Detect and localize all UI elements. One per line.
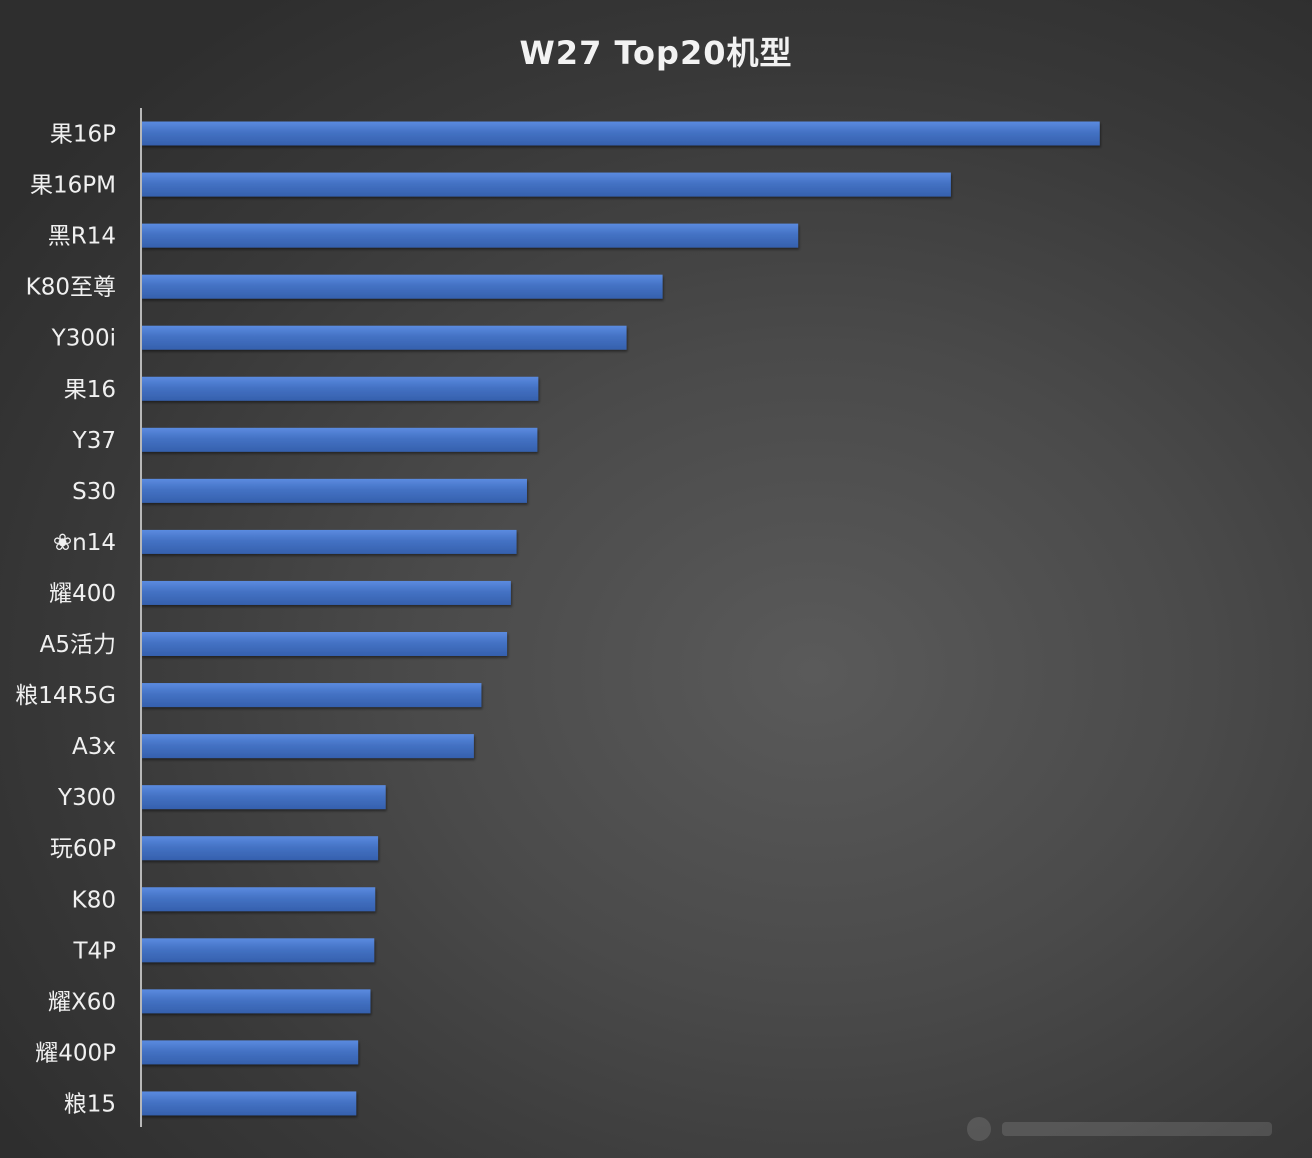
category-label: Y300 [57, 785, 116, 811]
category-label: K80 [72, 887, 116, 913]
category-label: K80至尊 [26, 275, 116, 301]
category-label: Y37 [72, 428, 116, 454]
category-label: ❀n14 [53, 530, 116, 556]
bar [141, 1091, 357, 1116]
category-label: S30 [72, 479, 116, 505]
category-label: A5活力 [40, 632, 116, 658]
bar [141, 1040, 359, 1065]
bars-layer [141, 121, 1100, 1116]
bar [141, 478, 527, 503]
bar [141, 887, 376, 912]
category-label: 耀X60 [48, 989, 116, 1015]
category-label: 玩60P [50, 836, 116, 862]
category-label: Y300i [51, 326, 116, 352]
bar [141, 836, 379, 861]
bar [141, 989, 371, 1014]
bar [141, 172, 951, 197]
category-labels: 果16P 果16PM 黑R14 K80至尊 Y300i 果16 Y37 S30 ❀n14 耀400… [15, 122, 116, 1118]
chart-title: W27 Top20机型 [519, 34, 793, 72]
bar [141, 223, 799, 248]
category-label: T4P [72, 938, 116, 964]
bar [141, 325, 627, 350]
watermark-logo [967, 1117, 1272, 1141]
bar [141, 580, 511, 605]
category-label: A3x [72, 734, 116, 760]
bar [141, 529, 517, 554]
category-label: 果16P [50, 122, 116, 148]
bar [141, 427, 538, 452]
category-label: 耀400P [35, 1040, 116, 1066]
bar [141, 274, 663, 299]
category-label: 果16 [64, 377, 116, 403]
bar [141, 121, 1100, 146]
bar [141, 683, 482, 708]
category-label: 粮14R5G [15, 683, 116, 709]
bar [141, 785, 386, 810]
bar [141, 376, 539, 401]
category-label: 粮15 [64, 1091, 116, 1117]
category-label: 黑R14 [48, 224, 116, 250]
bar [141, 632, 508, 656]
bar [141, 734, 474, 759]
bar [141, 938, 375, 963]
category-label: 耀400 [49, 581, 116, 607]
category-label: 果16PM [30, 173, 116, 199]
